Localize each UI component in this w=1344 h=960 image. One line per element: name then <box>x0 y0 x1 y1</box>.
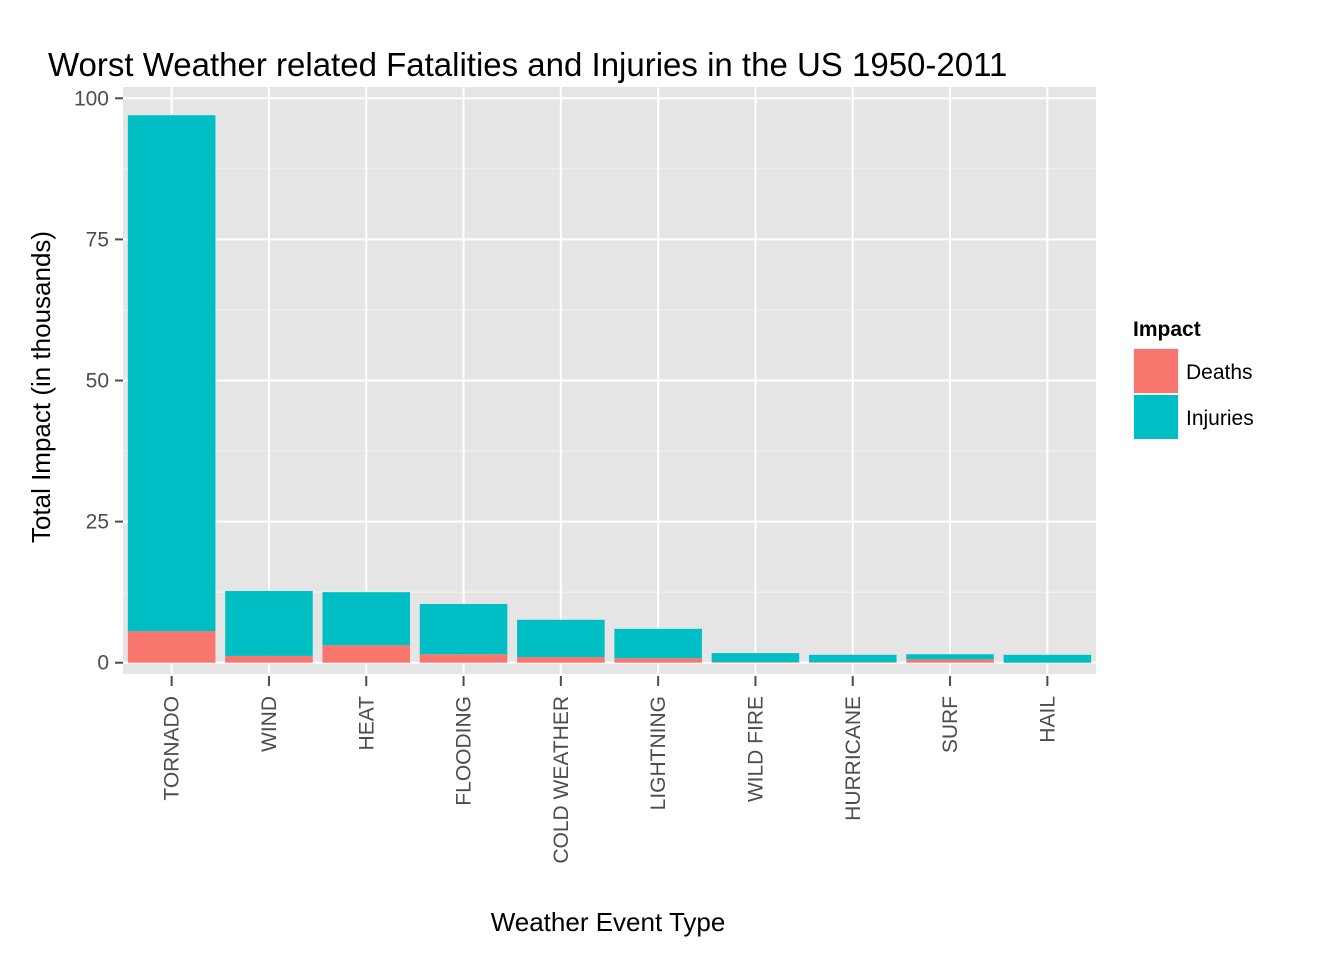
bar-injuries-lightning <box>614 628 702 659</box>
x-tick-label: TORNADO <box>161 696 184 801</box>
x-tick-label: HURRICANE <box>842 696 865 821</box>
bar-injuries-cold-weather <box>517 619 605 658</box>
bar-injuries-surf <box>906 654 994 660</box>
bar-injuries-wild-fire <box>711 653 800 663</box>
x-tick-label: LIGHTNING <box>647 696 670 810</box>
bar-deaths-heat <box>322 645 411 663</box>
bar-deaths-tornado <box>127 631 216 663</box>
y-axis-title: Total Impact (in thousands) <box>26 231 56 543</box>
bars <box>127 115 1092 663</box>
legend-swatch-deaths <box>1134 349 1178 393</box>
legend-label-injuries: Injuries <box>1186 407 1254 430</box>
x-tick-label: HEAT <box>355 696 378 751</box>
bar-deaths-lightning <box>614 658 702 663</box>
bar-deaths-wind <box>225 655 313 663</box>
bar-injuries-heat <box>322 592 411 646</box>
legend-title: Impact <box>1133 318 1201 341</box>
bar-deaths-surf <box>906 659 994 663</box>
bar-deaths-flooding <box>419 654 508 663</box>
y-tick-label: 0 <box>97 652 109 675</box>
legend-swatch-injuries <box>1134 395 1178 439</box>
x-tick-label: SURF <box>939 696 962 753</box>
bar-injuries-wind <box>225 591 313 656</box>
bar-injuries-hail <box>1003 654 1092 663</box>
x-tick-label: COLD WEATHER <box>550 696 573 864</box>
x-axis-title: Weather Event Type <box>491 907 726 937</box>
legend-label-deaths: Deaths <box>1186 361 1253 384</box>
x-tick-label: WIND <box>258 696 281 752</box>
bar-injuries-tornado <box>127 115 216 632</box>
x-axis: TORNADO WIND HEAT FLOODING COLD WEATHER LIGHT… <box>161 676 1059 864</box>
bar-deaths-wild-fire <box>711 662 800 663</box>
x-tick-label: FLOODING <box>453 696 476 806</box>
x-tick-label: WILD FIRE <box>744 696 767 802</box>
bar-injuries-hurricane <box>808 654 897 663</box>
y-tick-label: 50 <box>86 370 109 393</box>
bar-injuries-flooding <box>419 604 508 655</box>
legend: Impact Deaths Injuries <box>1133 318 1254 440</box>
y-tick-label: 75 <box>86 228 109 251</box>
chart-title: Worst Weather related Fatalities and Inj… <box>48 46 1007 83</box>
bar-deaths-cold-weather <box>517 657 605 663</box>
x-tick-label: HAIL <box>1036 696 1059 743</box>
y-axis: 0 25 50 75 100 <box>74 87 123 675</box>
y-tick-label: 100 <box>74 87 109 110</box>
y-tick-label: 25 <box>86 511 109 534</box>
bar-deaths-hurricane <box>808 662 897 663</box>
